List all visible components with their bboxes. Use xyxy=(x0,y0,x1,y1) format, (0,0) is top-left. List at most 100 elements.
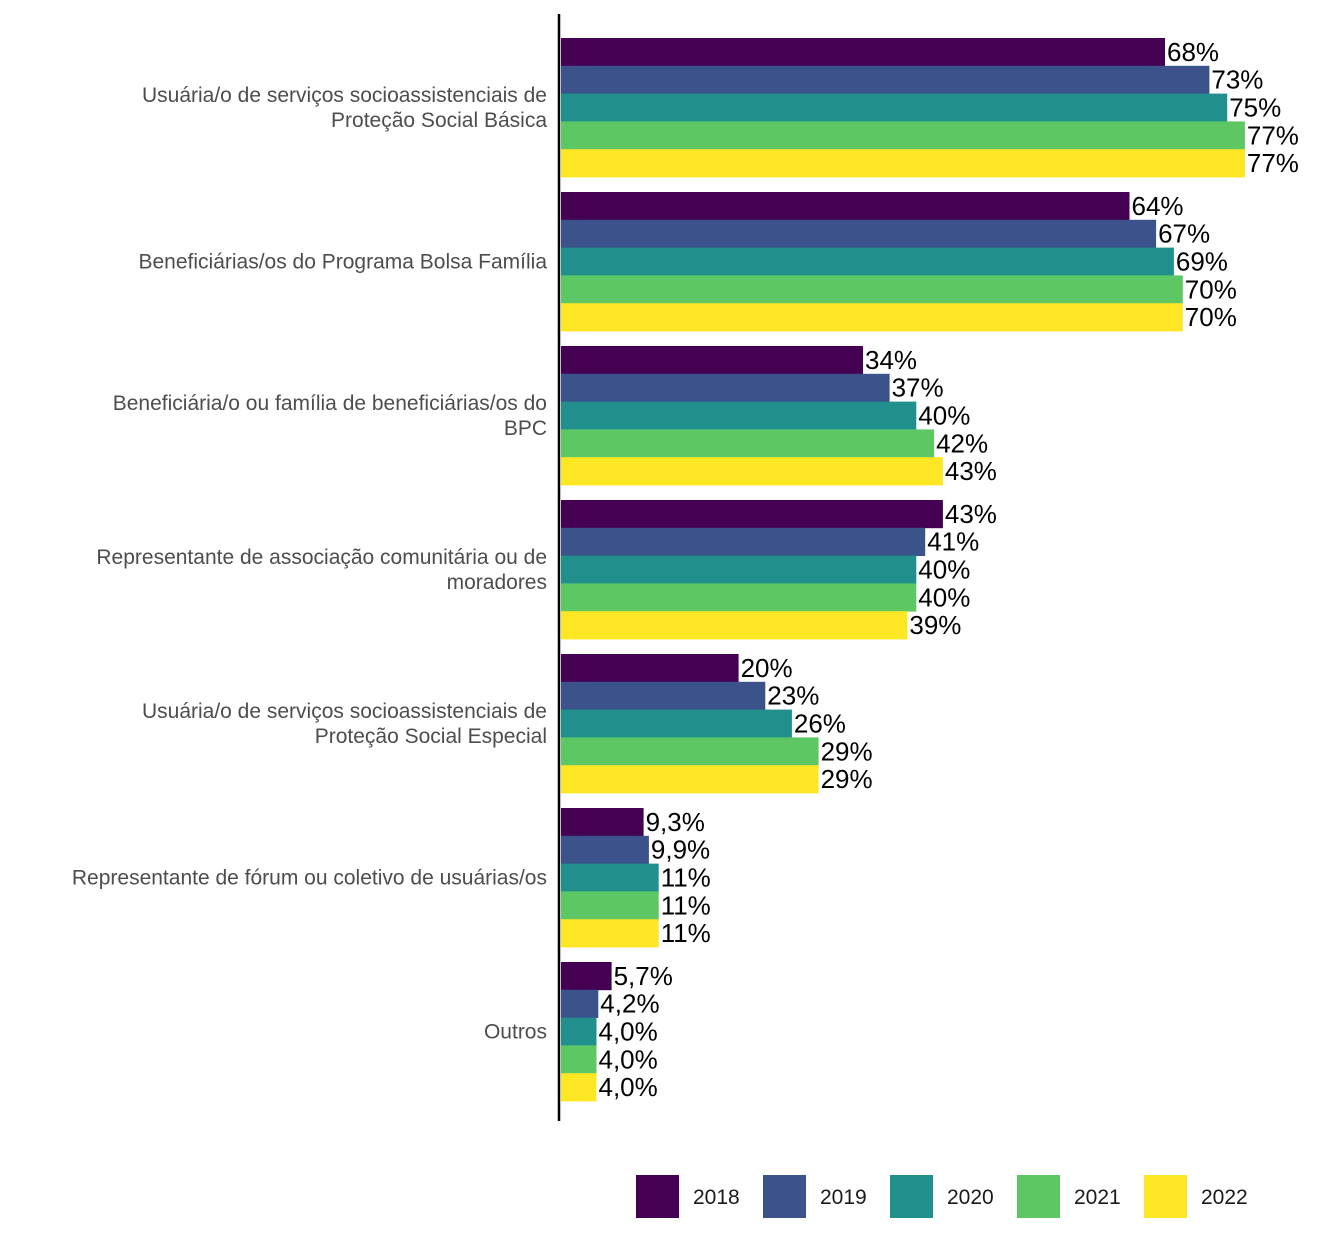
value-label-2022-cat-3: 43% xyxy=(945,456,997,486)
value-label-2018-cat-4: 43% xyxy=(945,499,997,529)
bar-2018-cat-2 xyxy=(561,192,1130,221)
legend-swatch-2019 xyxy=(763,1175,806,1218)
legend-label-2020: 2020 xyxy=(947,1186,994,1209)
bar-2022-cat-5 xyxy=(561,765,819,794)
value-label-2020-cat-7: 4,0% xyxy=(599,1017,658,1047)
legend-label-2021: 2021 xyxy=(1074,1186,1121,1209)
value-label-2022-cat-1: 77% xyxy=(1247,148,1299,178)
legend: 2018 2019 2020 2021 2022 xyxy=(636,1175,1248,1218)
bar-2019-cat-4 xyxy=(561,527,926,556)
value-label-2019-cat-1: 73% xyxy=(1211,65,1263,95)
value-label-2022-cat-7: 4,0% xyxy=(599,1072,658,1102)
bar-2018-cat-7 xyxy=(561,962,612,991)
bar-2021-cat-6 xyxy=(561,891,659,920)
bar-2019-cat-1 xyxy=(561,65,1210,94)
bar-2020-cat-4 xyxy=(561,555,917,584)
value-label-2021-cat-1: 77% xyxy=(1247,120,1299,150)
bar-2021-cat-5 xyxy=(561,737,819,766)
value-label-2021-cat-6: 11% xyxy=(661,890,711,920)
bar-2021-cat-4 xyxy=(561,583,917,612)
value-label-2018-cat-3: 34% xyxy=(865,345,917,375)
bar-2020-cat-5 xyxy=(561,709,792,738)
bar-2018-cat-4 xyxy=(561,500,943,529)
category-label-line: Usuária/o de serviços socioassistenciais… xyxy=(142,700,547,723)
legend-swatch-2021 xyxy=(1017,1175,1060,1218)
bars-layer xyxy=(561,38,1245,1102)
bar-2022-cat-2 xyxy=(561,303,1183,332)
legend-swatch-2022 xyxy=(1144,1175,1187,1218)
category-label-line: Proteção Social Básica xyxy=(331,109,547,132)
value-label-2022-cat-5: 29% xyxy=(821,764,873,794)
category-label-line: Representante de associação comunitária … xyxy=(96,546,547,569)
category-label-1: Usuária/o de serviços socioassistenciais… xyxy=(142,84,547,132)
bar-2020-cat-1 xyxy=(561,93,1228,122)
value-label-2021-cat-7: 4,0% xyxy=(599,1044,658,1074)
value-label-2019-cat-2: 67% xyxy=(1158,219,1210,249)
value-label-2021-cat-5: 29% xyxy=(821,736,873,766)
value-label-2021-cat-2: 70% xyxy=(1185,274,1237,304)
category-label-line: Representante de fórum ou coletivo de us… xyxy=(72,867,547,890)
value-label-2019-cat-6: 9,9% xyxy=(651,835,710,865)
value-label-2018-cat-7: 5,7% xyxy=(614,961,673,991)
bar-2018-cat-5 xyxy=(561,654,739,683)
value-label-2020-cat-1: 75% xyxy=(1229,93,1281,123)
bar-2022-cat-6 xyxy=(561,919,659,948)
bar-2022-cat-7 xyxy=(561,1073,597,1102)
bar-2018-cat-6 xyxy=(561,808,644,837)
value-label-2022-cat-6: 11% xyxy=(661,918,711,948)
bar-2021-cat-2 xyxy=(561,275,1183,304)
category-label-5: Usuária/o de serviços socioassistenciais… xyxy=(142,700,547,748)
legend-swatch-2020 xyxy=(890,1175,933,1218)
value-label-2020-cat-5: 26% xyxy=(794,709,846,739)
bar-2022-cat-1 xyxy=(561,149,1245,178)
value-label-2022-cat-2: 70% xyxy=(1185,302,1237,332)
value-label-2019-cat-3: 37% xyxy=(892,373,944,403)
legend-label-2019: 2019 xyxy=(820,1186,867,1209)
category-label-7: Outros xyxy=(484,1021,547,1044)
value-label-2019-cat-5: 23% xyxy=(767,681,819,711)
value-label-2021-cat-4: 40% xyxy=(918,582,970,612)
bar-2021-cat-1 xyxy=(561,121,1245,150)
legend-swatch-2018 xyxy=(636,1175,679,1218)
value-label-2020-cat-6: 11% xyxy=(661,863,711,893)
category-label-line: moradores xyxy=(447,571,547,594)
category-label-6: Representante de fórum ou coletivo de us… xyxy=(72,867,547,890)
bar-2019-cat-7 xyxy=(561,989,599,1018)
bar-2018-cat-1 xyxy=(561,38,1165,67)
category-label-line: Beneficiárias/os do Programa Bolsa Famíl… xyxy=(138,251,547,274)
bar-2020-cat-3 xyxy=(561,401,917,430)
value-label-2019-cat-7: 4,2% xyxy=(600,989,659,1019)
bar-2022-cat-3 xyxy=(561,457,943,486)
bar-2019-cat-5 xyxy=(561,681,766,710)
bar-2020-cat-2 xyxy=(561,247,1174,276)
value-label-2022-cat-4: 39% xyxy=(909,610,961,640)
value-label-2018-cat-2: 64% xyxy=(1132,191,1184,221)
value-label-2018-cat-1: 68% xyxy=(1167,37,1219,67)
bar-2022-cat-4 xyxy=(561,611,908,640)
bar-2019-cat-6 xyxy=(561,835,649,864)
category-label-line: Outros xyxy=(484,1021,547,1044)
value-label-2021-cat-3: 42% xyxy=(936,428,988,458)
bar-2019-cat-2 xyxy=(561,219,1157,248)
category-label-line: BPC xyxy=(504,417,547,440)
category-label-line: Beneficiária/o ou família de beneficiári… xyxy=(113,392,547,415)
bar-2019-cat-3 xyxy=(561,373,890,402)
category-label-2: Beneficiárias/os do Programa Bolsa Famíl… xyxy=(138,251,547,274)
bar-2018-cat-3 xyxy=(561,346,863,375)
bar-2020-cat-7 xyxy=(561,1017,597,1046)
value-label-2018-cat-5: 20% xyxy=(741,653,793,683)
bar-2021-cat-7 xyxy=(561,1045,597,1074)
legend-label-2018: 2018 xyxy=(693,1186,740,1209)
category-label-line: Usuária/o de serviços socioassistenciais… xyxy=(142,84,547,107)
category-label-4: Representante de associação comunitária … xyxy=(96,546,547,594)
legend-label-2022: 2022 xyxy=(1201,1186,1248,1209)
bar-2020-cat-6 xyxy=(561,863,659,892)
bar-2021-cat-3 xyxy=(561,429,935,458)
value-label-2020-cat-3: 40% xyxy=(918,401,970,431)
category-labels-layer: Usuária/o de serviços socioassistenciais… xyxy=(72,84,547,1044)
value-labels-layer: 68%73%75%77%77%64%67%69%70%70%34%37%40%4… xyxy=(599,37,1299,1102)
value-label-2018-cat-6: 9,3% xyxy=(646,807,705,837)
category-label-line: Proteção Social Especial xyxy=(315,725,547,748)
category-label-3: Beneficiária/o ou família de beneficiári… xyxy=(113,392,547,440)
